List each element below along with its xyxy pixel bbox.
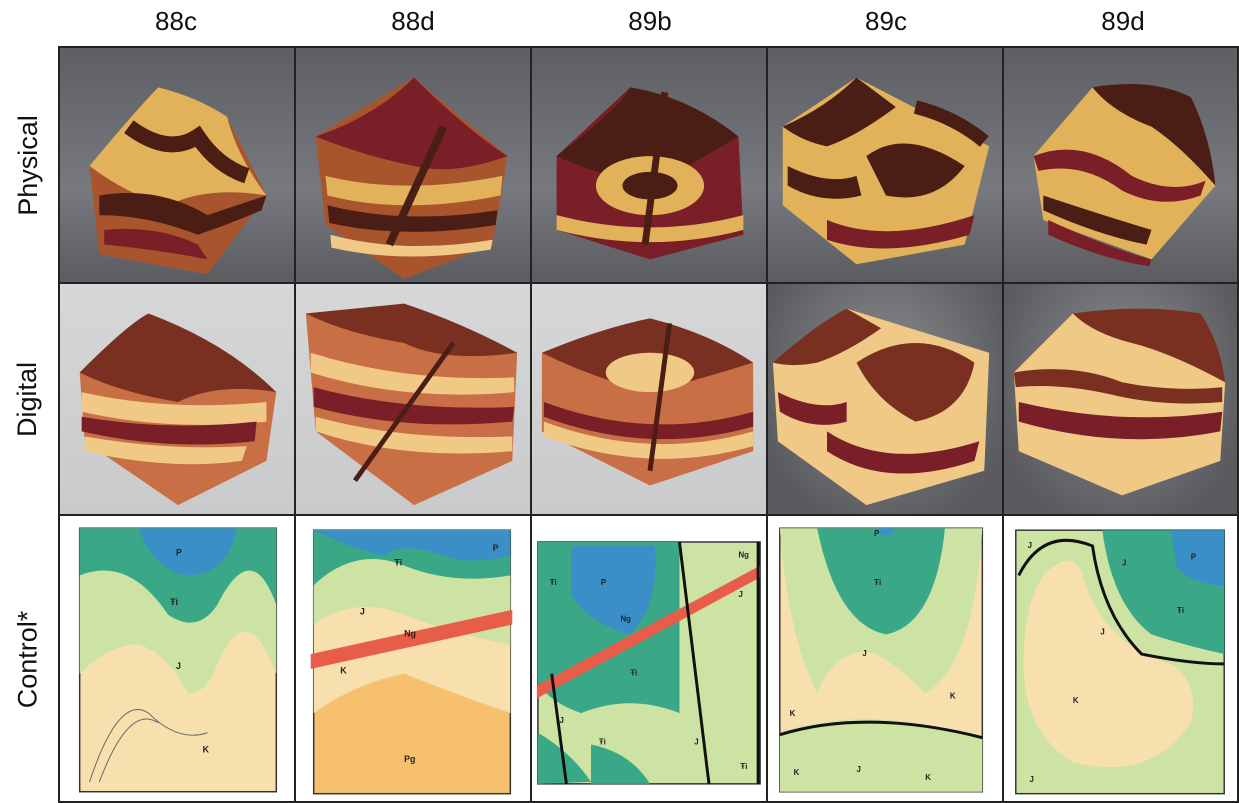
svg-text:Ŧi: Ŧi [874, 578, 881, 587]
svg-text:J: J [862, 649, 866, 658]
digital-model-image [305, 303, 518, 506]
svg-text:K: K [794, 768, 800, 777]
geologic-map: Ŧi P Ng Ng J Ŧi J Ŧi J Ŧi [536, 541, 761, 785]
svg-text:P: P [874, 529, 879, 538]
wood-model-image [1033, 84, 1216, 267]
svg-text:Ng: Ng [620, 615, 631, 624]
svg-text:Ng: Ng [404, 628, 416, 638]
svg-text:J: J [1028, 541, 1032, 550]
svg-text:J: J [176, 661, 181, 671]
svg-text:J: J [1122, 559, 1126, 568]
svg-text:K: K [925, 773, 931, 782]
control-map-89d: J J P Ŧi J K J [1002, 514, 1239, 803]
digital-model-image [541, 318, 754, 486]
svg-text:P: P [176, 548, 182, 558]
physical-photo-89b [530, 46, 768, 284]
digital-render-89c [766, 282, 1004, 516]
wood-model-image [315, 77, 508, 280]
svg-text:K: K [340, 666, 347, 676]
column-header-89c: 89c [865, 6, 907, 36]
svg-text:J: J [1100, 627, 1104, 636]
digital-render-88d [294, 282, 532, 516]
control-map-89c: P Ŧi J K K K J K [766, 514, 1004, 803]
svg-text:K: K [950, 691, 956, 700]
digital-render-89b [530, 282, 768, 516]
physical-photo-88d [294, 46, 532, 284]
svg-text:J: J [856, 765, 860, 774]
svg-text:J: J [360, 607, 365, 617]
svg-text:Pg: Pg [404, 754, 415, 764]
svg-text:K: K [790, 709, 796, 718]
geologic-map: P Ŧi J K K K J K [779, 527, 984, 793]
digital-model-image [1013, 308, 1226, 496]
svg-text:P: P [1191, 553, 1196, 562]
svg-text:Ŧi: Ŧi [394, 558, 402, 568]
digital-render-89d [1002, 282, 1239, 516]
physical-photo-89c [766, 46, 1004, 284]
row-label: Physical [12, 114, 43, 216]
wood-model-image [782, 77, 990, 265]
row-header-digital: Digital [0, 284, 56, 514]
row-header-control: Control* [0, 516, 56, 802]
digital-model-image [79, 313, 277, 506]
control-map-88c: P Ŧi J K [58, 514, 296, 803]
svg-text:J: J [1030, 775, 1034, 784]
physical-photo-88c [58, 46, 296, 284]
svg-text:J: J [694, 738, 698, 747]
svg-text:Ŧi: Ŧi [740, 762, 747, 771]
geologic-map: P Ŧi J K [78, 527, 278, 793]
svg-text:Ŧi: Ŧi [170, 597, 178, 607]
digital-model-image [772, 308, 990, 506]
physical-photo-89d [1002, 46, 1239, 284]
svg-text:Ŧi: Ŧi [550, 578, 557, 587]
svg-text:J: J [560, 716, 564, 725]
control-map-89b: Ŧi P Ng Ng J Ŧi J Ŧi J Ŧi [530, 514, 768, 803]
column-header-89b: 89b [628, 6, 672, 36]
wood-model-image [556, 87, 744, 260]
svg-text:Ng: Ng [738, 551, 749, 560]
control-map-88d: P Ŧi J Ng K Pg [294, 514, 532, 803]
svg-text:K: K [203, 744, 210, 754]
svg-text:K: K [1073, 696, 1079, 705]
wood-model-image [89, 87, 267, 275]
svg-text:P: P [493, 543, 499, 553]
geologic-map: J J P Ŧi J K J [1015, 529, 1225, 795]
svg-text:P: P [601, 578, 606, 587]
row-header-physical: Physical [0, 48, 56, 282]
geologic-map: P Ŧi J Ng K Pg [310, 529, 513, 795]
column-header-88d: 88d [391, 6, 435, 36]
column-header-88c: 88c [155, 6, 197, 36]
svg-text:Ŧi: Ŧi [599, 738, 606, 747]
svg-text:Ŧi: Ŧi [630, 669, 637, 678]
svg-text:J: J [738, 590, 742, 599]
column-header-89d: 89d [1101, 6, 1145, 36]
svg-text:Ŧi: Ŧi [1177, 606, 1184, 615]
row-label: Digital [12, 361, 43, 437]
digital-render-88c [58, 282, 296, 516]
row-label: Control* [12, 610, 43, 708]
